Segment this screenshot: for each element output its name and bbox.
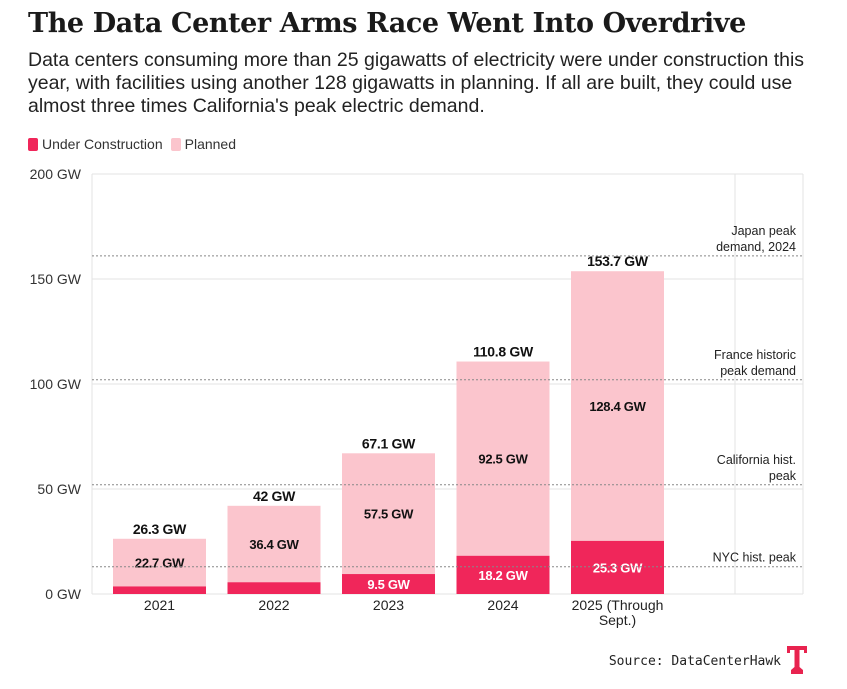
x-tick-label: 2024 xyxy=(487,597,518,613)
bar-segment-under-construction xyxy=(113,586,206,594)
bar-segment-planned xyxy=(113,538,206,587)
legend-item-under-construction: Under Construction xyxy=(28,136,163,152)
reference-line-label: NYC hist. peak xyxy=(713,551,797,565)
bar-segment-under-construction xyxy=(456,555,550,594)
bar-segment-planned xyxy=(456,361,550,556)
x-tick-label: 2025 (Through xyxy=(572,597,664,613)
legend-label-under-construction: Under Construction xyxy=(42,136,163,152)
y-tick-label: 0 GW xyxy=(45,586,82,602)
reference-line-label: France historic xyxy=(714,348,796,362)
reference-line-label: California hist. xyxy=(717,453,796,467)
x-tick-label: Sept.) xyxy=(599,612,636,628)
t-logo-icon xyxy=(787,646,807,674)
y-tick-label: 200 GW xyxy=(30,166,82,182)
source-note: Source: DataCenterHawk xyxy=(608,654,781,669)
total-label: 42 GW xyxy=(253,488,296,504)
x-tick-label: 2022 xyxy=(258,597,289,613)
bar-segment-under-construction xyxy=(342,574,435,594)
under-construction-value-label: 9.5 GW xyxy=(367,577,410,592)
legend-swatch-under-construction xyxy=(28,137,38,151)
legend-swatch-planned xyxy=(170,137,181,151)
y-tick-label: 100 GW xyxy=(30,376,82,392)
stacked-bar-chart: 0 GW 50 GW 100 GW 150 GW 200 GW 26.3 GW 22.7 G… xyxy=(30,166,804,628)
total-label: 67.1 GW xyxy=(362,435,416,451)
planned-value-label: 57.5 GW xyxy=(364,507,414,522)
x-tick-label: 2023 xyxy=(373,597,404,613)
planned-value-label: 36.4 GW xyxy=(249,537,299,552)
legend-label-planned: Planned xyxy=(184,136,237,152)
legend-item-planned: Planned xyxy=(170,136,237,152)
total-label: 153.7 GW xyxy=(587,253,649,269)
total-label: 26.3 GW xyxy=(133,521,187,537)
bar-segment-under-construction xyxy=(571,540,664,594)
planned-value-label: 128.4 GW xyxy=(589,399,646,414)
under-construction-value-label: 25.3 GW xyxy=(593,560,643,575)
bar-segment-planned xyxy=(227,505,321,583)
under-construction-value-label: 18.2 GW xyxy=(478,568,528,583)
x-tick-label: 2021 xyxy=(144,597,175,613)
legend: Under Construction Planned xyxy=(28,136,244,152)
chart-title: The Data Center Arms Race Went Into Over… xyxy=(28,8,746,39)
bar-segment-under-construction xyxy=(227,582,321,594)
reference-line-label: peak demand xyxy=(720,364,796,378)
y-tick-label: 50 GW xyxy=(37,481,81,497)
y-tick-label: 150 GW xyxy=(30,271,82,287)
planned-value-label: 22.7 GW xyxy=(135,556,185,571)
reference-line-label: peak xyxy=(769,469,797,483)
reference-line-label: Japan peak xyxy=(731,224,796,238)
bar-segment-planned xyxy=(342,453,435,575)
reference-line-label: demand, 2024 xyxy=(716,240,796,254)
total-label: 110.8 GW xyxy=(473,344,534,360)
bar-segment-planned xyxy=(571,271,664,541)
planned-value-label: 92.5 GW xyxy=(478,452,528,467)
chart-subtitle: Data centers consuming more than 25 giga… xyxy=(28,49,805,117)
